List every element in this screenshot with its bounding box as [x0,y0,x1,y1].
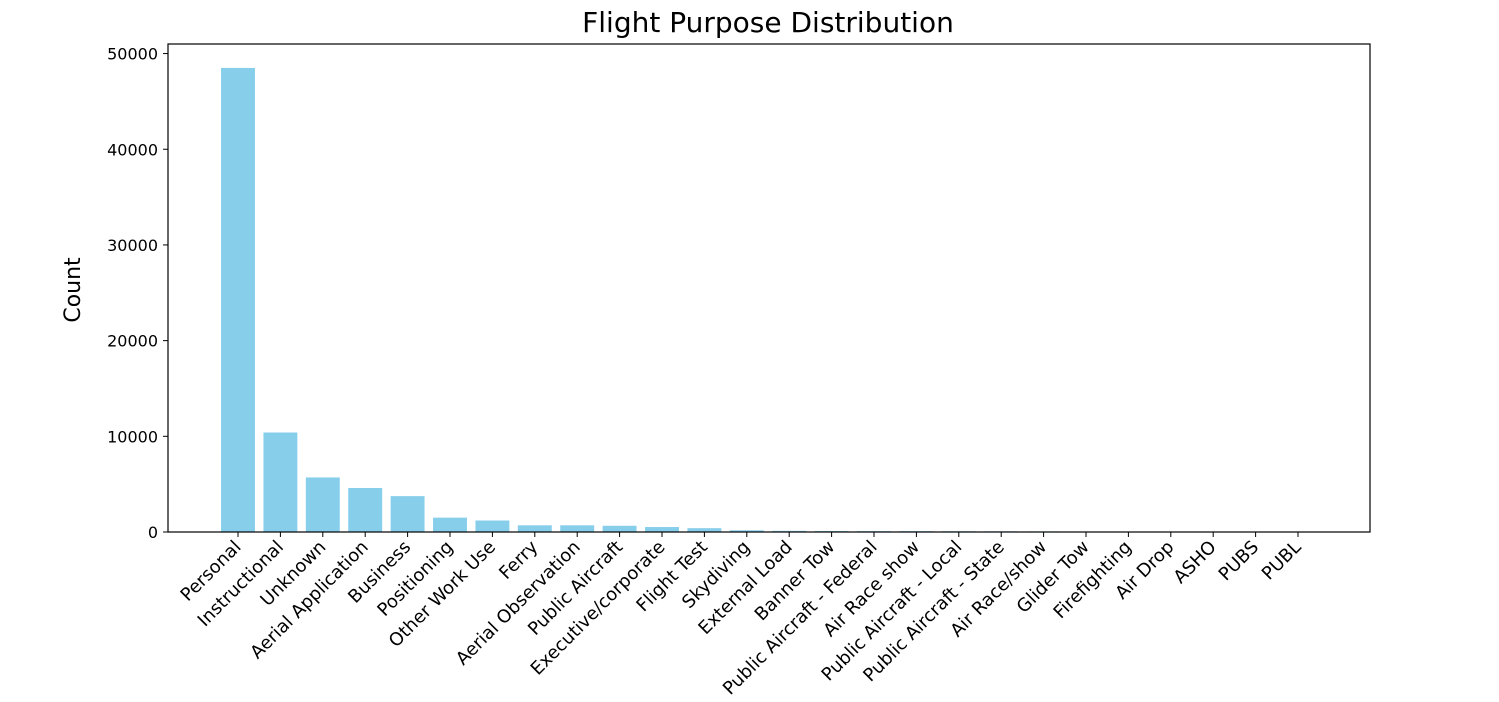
bar-public-aircraft [602,525,637,532]
y-axis-label: Count [61,257,86,323]
plot-area-frame [167,43,1371,533]
y-tick-label: 40000 [107,140,158,159]
y-tick-label: 20000 [107,332,158,351]
y-tick-label: 50000 [107,45,158,64]
bar-other-work-use [475,520,510,532]
y-tick-label: 0 [148,523,158,542]
bar-aerial-observation [560,525,595,532]
bar-positioning [433,517,467,532]
y-tick-label: 30000 [107,236,158,255]
bar-skydiving [729,530,764,532]
y-axis-ticks: 0 10000 20000 30000 40000 50000 [107,45,168,542]
x-tick-label: PUBS [1215,537,1263,585]
bar-aerial-application [348,487,383,532]
y-tick-label: 10000 [107,427,158,446]
bars-group [221,67,1315,532]
bar-executive-corporate [645,527,679,532]
bar-instructional [263,432,298,532]
bar-personal [221,67,255,532]
x-tick-label: PUBL [1258,537,1306,585]
chart-title: Flight Purpose Distribution [582,6,954,39]
bar-unknown [305,477,340,532]
bar-ferry [517,525,552,532]
x-tick-label: ASHO [1170,537,1221,588]
bar-business [390,496,425,532]
bar-flight-test [687,528,722,532]
